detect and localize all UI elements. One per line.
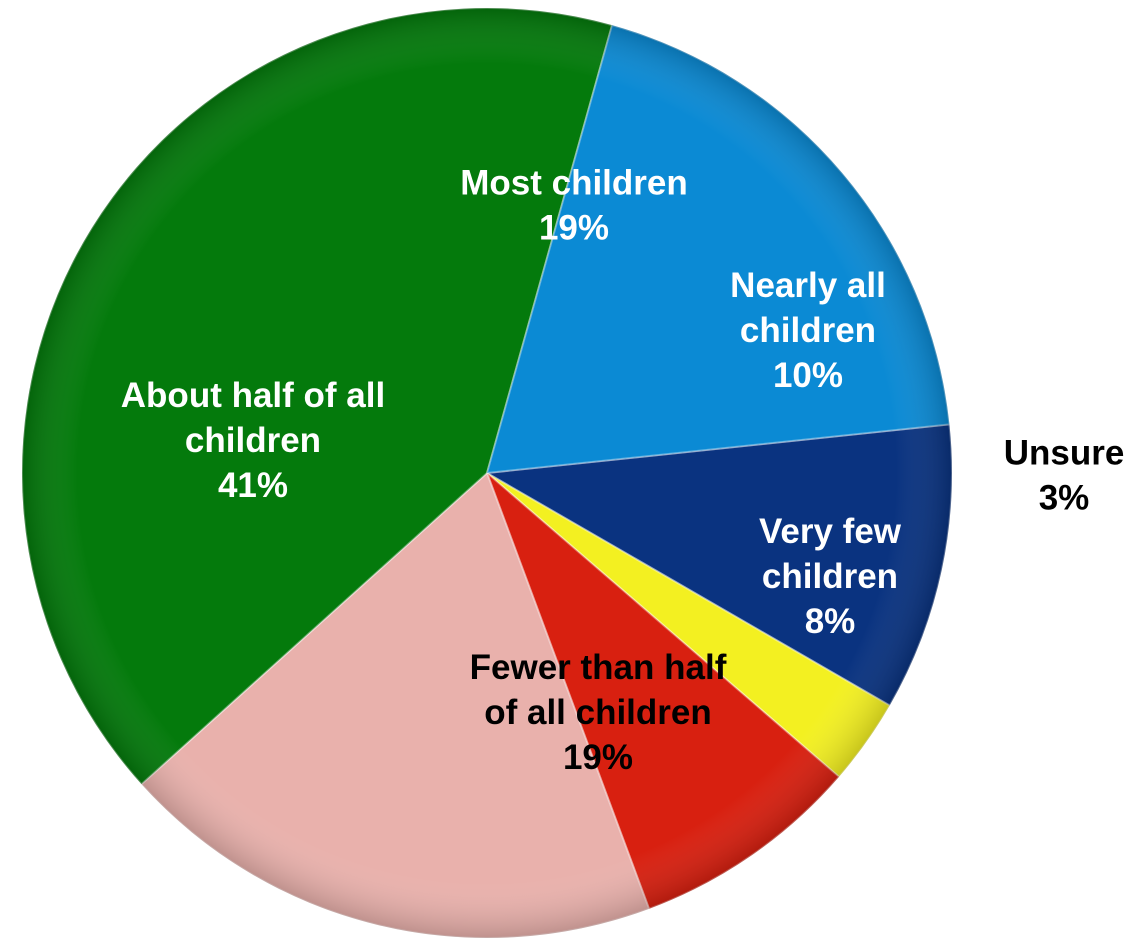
pie-category-label-3-1: of all children [484,693,712,732]
pie-labels: Nearly all children 10% Unsure 3% Very few chi… [121,164,1125,778]
pie-category-label-3-0: Fewer than half [470,648,727,687]
pie-value-label-3-2: 19% [563,738,633,777]
pie-category-label-0-1: children [740,311,876,350]
pie-category-label-2-0: Very few [759,512,902,551]
pie-slices [20,7,953,939]
pie-category-label-4-1: children [185,421,321,460]
pie-value-label-1-1: 3% [1039,479,1090,518]
pie-value-label-5-1: 19% [539,209,609,248]
pie-value-label-2-2: 8% [805,602,856,641]
pie-value-label-0-2: 10% [773,356,843,395]
pie-category-label-5-0: Most children [460,164,688,203]
pie-category-label-4-0: About half of all [121,376,385,415]
pie-value-label-4-2: 41% [218,466,288,505]
pie-category-label-1-0: Unsure [1004,434,1125,473]
pie-category-label-2-1: children [762,557,898,596]
pie-category-label-0-0: Nearly all [730,266,886,305]
